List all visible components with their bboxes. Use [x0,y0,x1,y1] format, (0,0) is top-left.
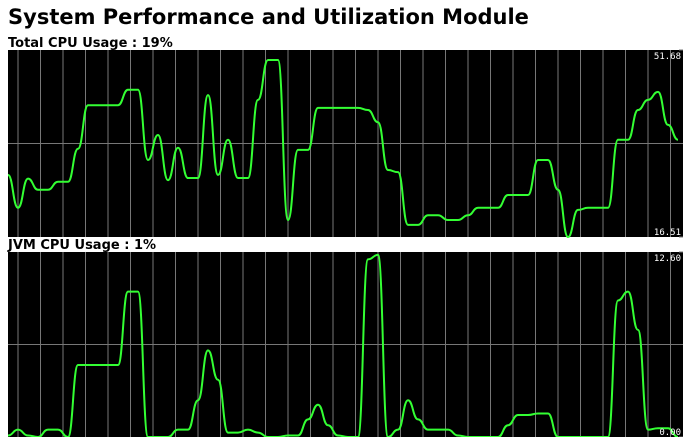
y-tick-label: 12.60 [654,254,681,264]
chart-title: JVM CPU Usage : 1% [7,238,156,253]
y-tick-label: 51.68 [654,52,681,62]
usage-line [7,58,679,239]
chart-title: Total CPU Usage : 19% [8,36,173,51]
page-title: System Performance and Utilization Modul… [8,5,529,29]
usage-line [7,253,679,437]
y-tick-label: 0.00 [659,428,681,437]
y-tick-label: 16.51 [654,228,681,238]
